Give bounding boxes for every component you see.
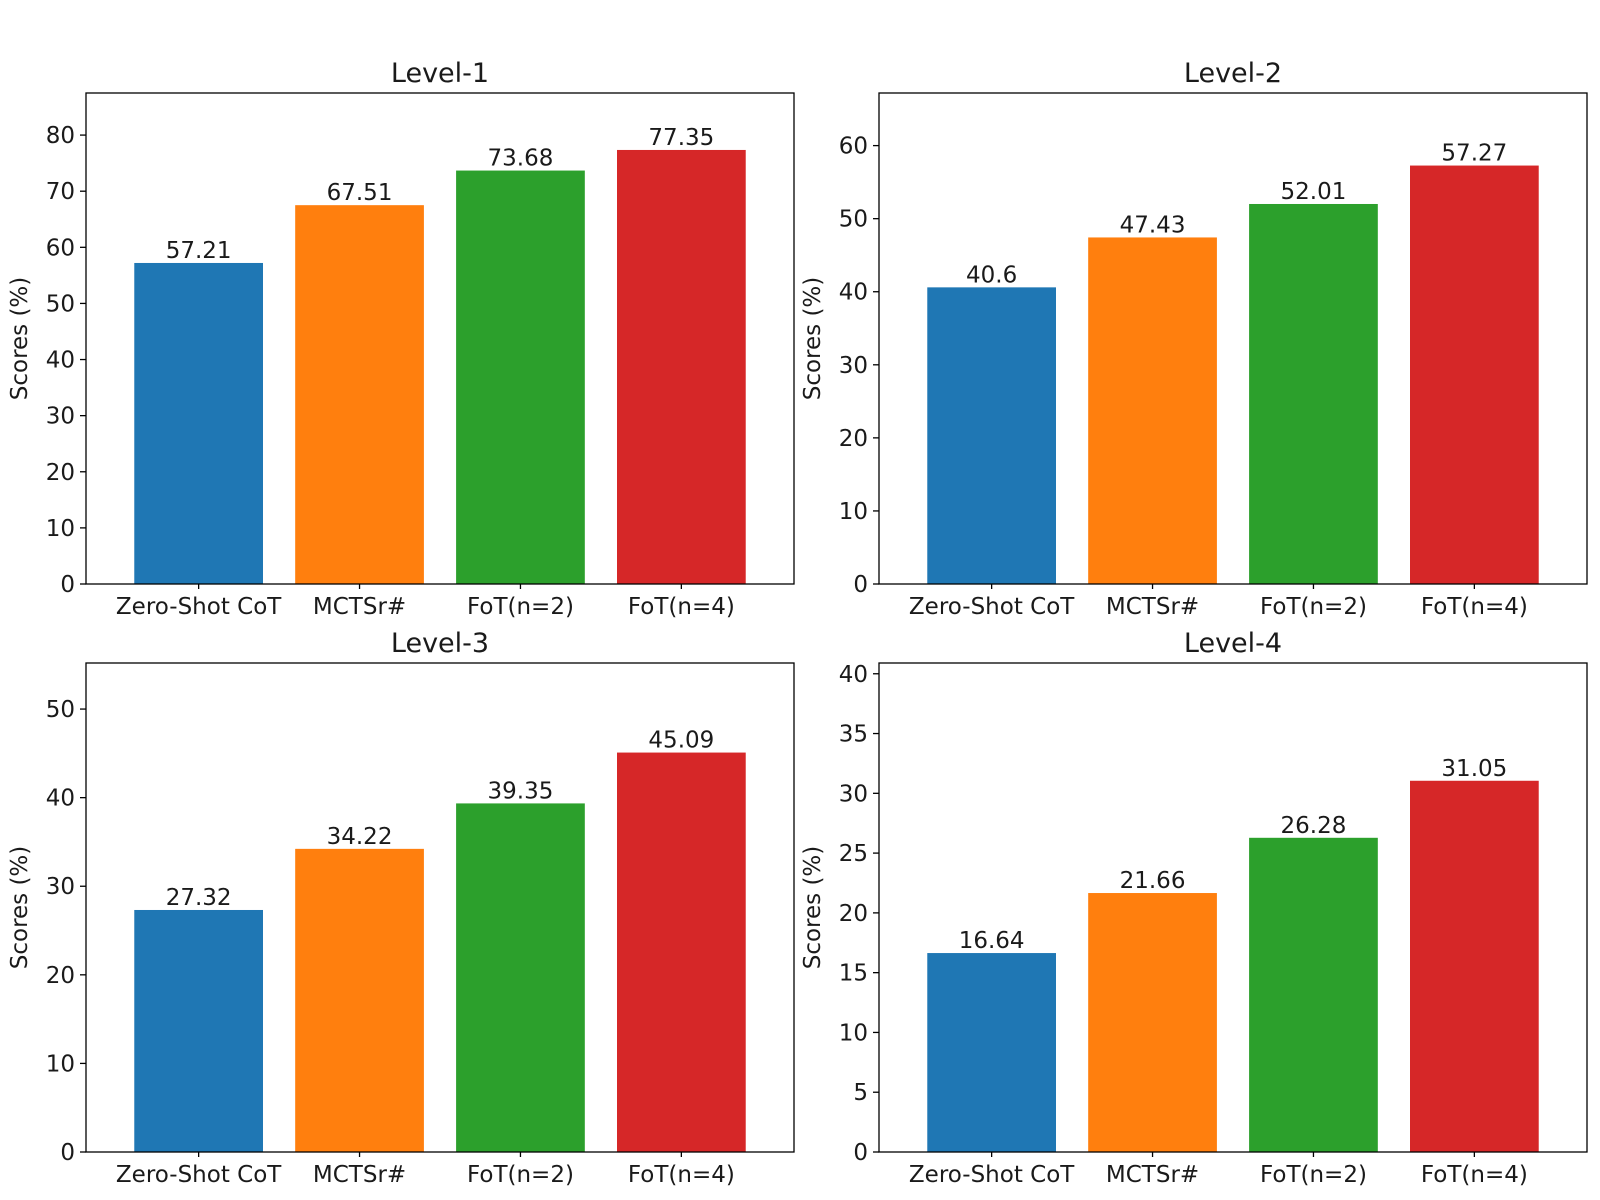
data-label: 67.51: [327, 180, 393, 206]
chart-title: Level-2: [1184, 58, 1282, 89]
data-label: 57.21: [166, 238, 232, 264]
x-tick-label: FoT(n=2): [467, 1162, 574, 1188]
y-tick-label: 20: [839, 901, 868, 927]
y-axis-label: Scores (%): [800, 277, 826, 401]
bar: [456, 170, 585, 585]
x-tick-label: FoT(n=4): [1421, 594, 1528, 620]
y-tick-label: 20: [46, 963, 75, 989]
y-tick-label: 50: [839, 207, 868, 233]
data-label: 57.27: [1441, 141, 1507, 167]
y-tick-label: 0: [853, 572, 868, 598]
y-tick-label: 30: [839, 781, 868, 807]
data-label: 26.28: [1281, 813, 1347, 839]
y-tick-label: 80: [46, 123, 75, 149]
x-tick-label: Zero-Shot CoT: [909, 1162, 1075, 1188]
y-tick-label: 30: [46, 404, 75, 430]
y-tick-label: 10: [839, 499, 868, 525]
data-label: 27.32: [166, 885, 232, 911]
data-label: 34.22: [327, 824, 393, 850]
x-tick-label: Zero-Shot CoT: [116, 594, 282, 620]
y-tick-label: 30: [839, 353, 868, 379]
bar: [134, 262, 263, 584]
bar: [1410, 780, 1539, 1152]
bar: [1088, 237, 1217, 584]
y-tick-label: 30: [46, 874, 75, 900]
bar: [134, 909, 263, 1152]
data-label: 31.05: [1441, 756, 1507, 782]
y-tick-label: 70: [46, 179, 75, 205]
x-tick-label: MCTSr#: [1106, 594, 1199, 620]
x-tick-label: FoT(n=4): [628, 1162, 735, 1188]
data-label: 39.35: [488, 778, 554, 804]
y-tick-label: 60: [46, 235, 75, 261]
bar: [927, 287, 1056, 584]
chart-level-3: Level-3 Scores (%) Zero-Shot CoT 27.32 MCT…: [7, 628, 795, 1188]
bar: [1088, 893, 1217, 1152]
bar: [617, 752, 746, 1152]
y-tick-label: 40: [839, 662, 868, 688]
y-tick-label: 15: [839, 961, 868, 987]
bar: [1410, 165, 1539, 584]
x-tick-label: FoT(n=2): [1260, 594, 1367, 620]
data-label: 77.35: [648, 125, 714, 151]
y-tick-label: 10: [46, 1051, 75, 1077]
y-tick-label: 0: [60, 1140, 75, 1166]
data-label: 52.01: [1281, 179, 1347, 205]
bar: [295, 848, 424, 1152]
y-tick-label: 60: [839, 134, 868, 160]
data-label: 45.09: [648, 728, 714, 754]
x-tick-label: MCTSr#: [313, 1162, 406, 1188]
chart-level-1: Level-1 Scores (%) Zero-Shot CoT 57.21 MCT…: [7, 58, 795, 620]
y-tick-label: 40: [46, 786, 75, 812]
x-tick-label: FoT(n=2): [467, 594, 574, 620]
y-tick-label: 40: [46, 348, 75, 374]
y-tick-label: 5: [853, 1080, 868, 1106]
x-tick-label: MCTSr#: [313, 594, 406, 620]
plot-frame: [85, 92, 795, 585]
y-axis-label: Scores (%): [800, 846, 826, 970]
y-tick-label: 10: [46, 516, 75, 542]
data-label: 40.6: [966, 262, 1017, 288]
bar: [456, 803, 585, 1152]
bar: [927, 953, 1056, 1152]
bar: [617, 149, 746, 584]
x-tick-label: Zero-Shot CoT: [116, 1162, 282, 1188]
x-tick-label: FoT(n=4): [1421, 1162, 1528, 1188]
y-tick-label: 20: [839, 426, 868, 452]
y-tick-label: 25: [839, 841, 868, 867]
data-label: 47.43: [1120, 212, 1186, 238]
x-tick-label: MCTSr#: [1106, 1162, 1199, 1188]
chart-title: Level-3: [391, 628, 489, 659]
x-tick-label: FoT(n=4): [628, 594, 735, 620]
bar: [295, 205, 424, 584]
data-label: 73.68: [488, 146, 554, 172]
plot-frame: [878, 662, 1588, 1153]
chart-level-2: Level-2 Scores (%) Zero-Shot CoT 40.6 MCTS…: [800, 58, 1588, 620]
x-tick-label: Zero-Shot CoT: [909, 594, 1075, 620]
y-tick-label: 0: [60, 572, 75, 598]
y-tick-label: 40: [839, 280, 868, 306]
bar: [1249, 837, 1378, 1152]
y-axis-label: Scores (%): [7, 846, 33, 970]
y-tick-label: 10: [839, 1020, 868, 1046]
y-tick-label: 0: [853, 1140, 868, 1166]
y-tick-label: 50: [46, 697, 75, 723]
y-axis-label: Scores (%): [7, 277, 33, 401]
y-tick-label: 50: [46, 291, 75, 317]
x-tick-label: FoT(n=2): [1260, 1162, 1367, 1188]
plot-frame: [878, 92, 1588, 585]
plot-frame: [85, 662, 795, 1153]
y-tick-label: 35: [839, 722, 868, 748]
bar: [1249, 203, 1378, 585]
data-label: 16.64: [959, 928, 1025, 954]
chart-title: Level-1: [391, 58, 489, 89]
y-tick-label: 20: [46, 460, 75, 486]
data-label: 21.66: [1120, 868, 1186, 894]
chart-title: Level-4: [1184, 628, 1282, 659]
chart-level-4: Level-4 Scores (%) Zero-Shot CoT 16.64 MCT…: [800, 628, 1588, 1188]
